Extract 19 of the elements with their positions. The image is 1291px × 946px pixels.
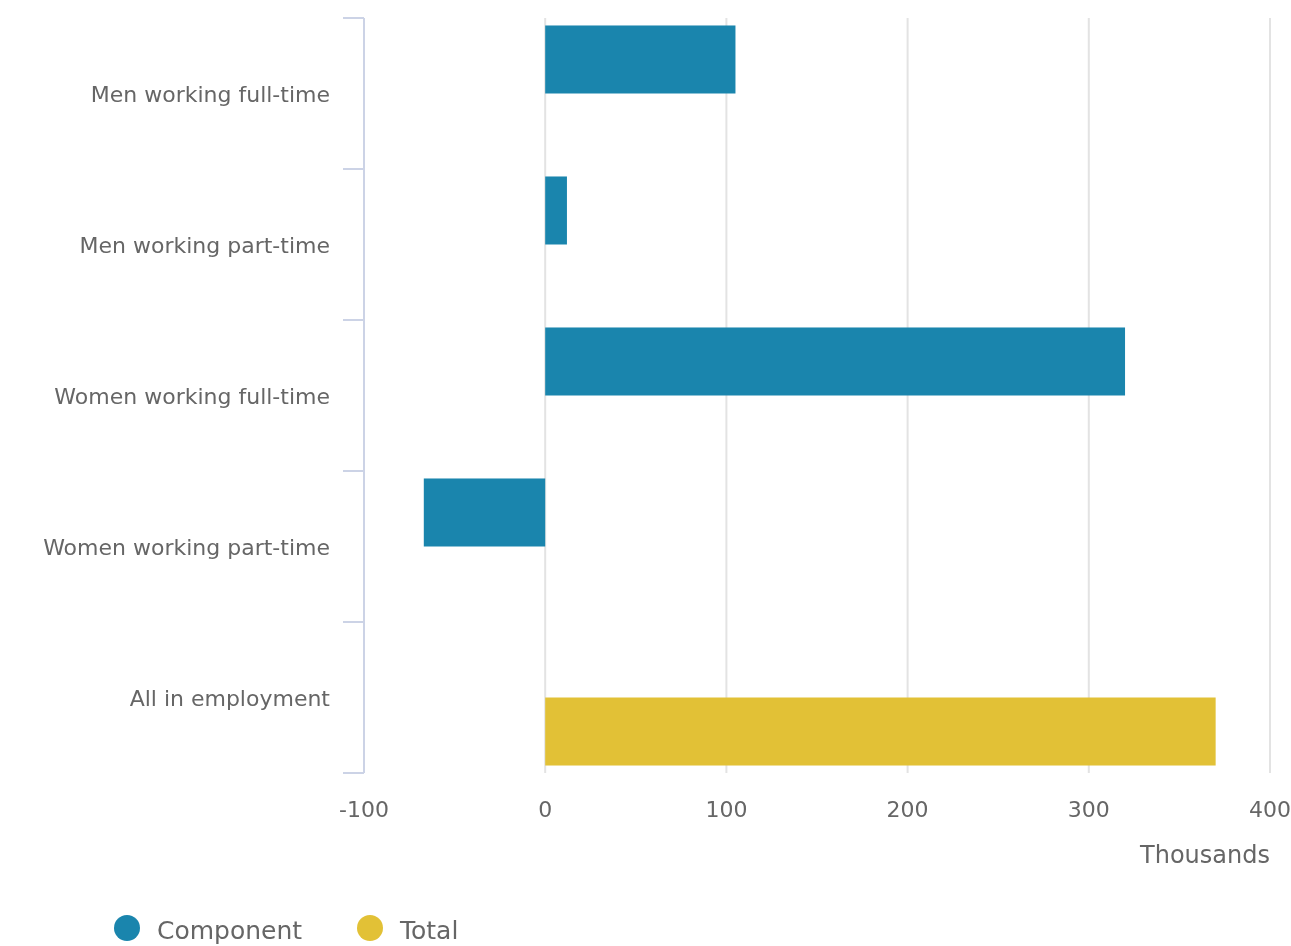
bar <box>545 176 567 245</box>
x-tick-label: -100 <box>339 797 389 822</box>
y-tick-label: Women working part-time <box>43 534 330 560</box>
legend-label: Total <box>399 916 459 945</box>
bar <box>423 478 546 547</box>
y-tick-label: Men working full-time <box>90 81 330 107</box>
x-axis-title: Thousands <box>1139 841 1270 869</box>
y-tick-label: All in employment <box>129 685 331 711</box>
x-tick-label: 400 <box>1249 797 1291 822</box>
y-tick-label: Men working part-time <box>79 232 330 258</box>
x-tick-label: 300 <box>1067 797 1110 822</box>
bar <box>545 25 736 94</box>
x-tick-label: 200 <box>886 797 929 822</box>
y-tick-label: Women working full-time <box>54 383 330 409</box>
x-tick-label: 100 <box>705 797 748 822</box>
legend-label: Component <box>157 916 303 945</box>
bar <box>545 327 1126 396</box>
x-tick-label: 0 <box>538 797 553 822</box>
bar <box>545 697 1216 766</box>
